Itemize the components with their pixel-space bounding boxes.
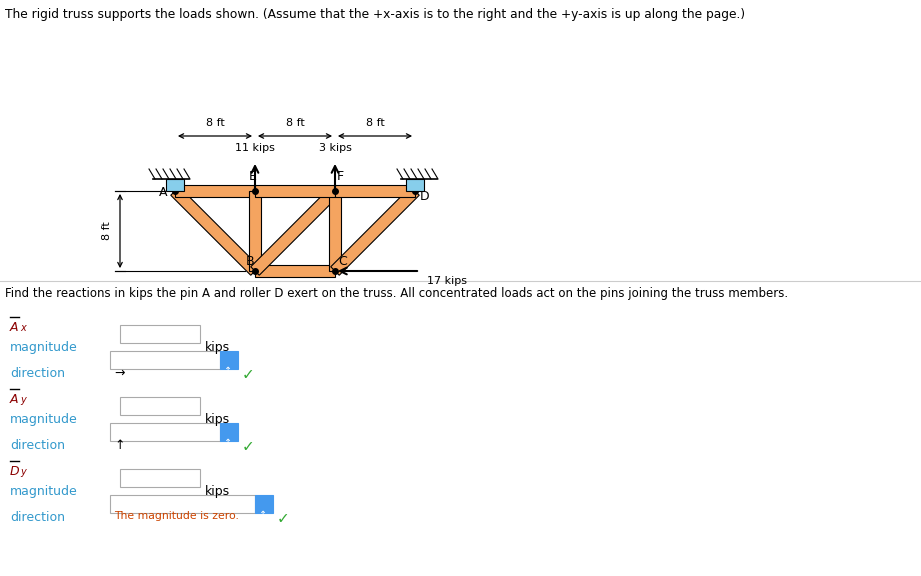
Text: F: F xyxy=(337,170,344,183)
Polygon shape xyxy=(249,191,261,271)
Text: magnitude: magnitude xyxy=(10,413,77,426)
Bar xyxy=(406,179,424,191)
Text: direction: direction xyxy=(10,511,65,524)
Text: The magnitude is zero.: The magnitude is zero. xyxy=(114,511,239,521)
Bar xyxy=(120,469,200,487)
Text: D: D xyxy=(420,190,429,203)
Polygon shape xyxy=(175,185,255,197)
Bar xyxy=(255,495,273,513)
Text: →: → xyxy=(114,367,124,380)
Polygon shape xyxy=(329,191,341,271)
Polygon shape xyxy=(251,187,339,275)
Text: x: x xyxy=(20,323,26,333)
Text: 8 ft: 8 ft xyxy=(366,118,384,128)
Text: ↑: ↑ xyxy=(114,439,124,452)
Text: A: A xyxy=(158,186,167,199)
Text: 17 kips: 17 kips xyxy=(427,276,467,286)
Text: 8 ft: 8 ft xyxy=(102,222,112,240)
Text: 8 ft: 8 ft xyxy=(286,118,304,128)
Text: C: C xyxy=(338,255,346,268)
Text: A: A xyxy=(10,321,18,334)
Text: direction: direction xyxy=(10,439,65,452)
Text: Find the reactions in kips the pin A and roller D exert on the truss. All concen: Find the reactions in kips the pin A and… xyxy=(5,287,788,300)
Text: E: E xyxy=(249,170,257,183)
Text: 3 kips: 3 kips xyxy=(319,143,352,153)
Text: kips: kips xyxy=(205,485,230,498)
Polygon shape xyxy=(255,185,335,197)
Text: kips: kips xyxy=(205,413,230,426)
Text: direction: direction xyxy=(10,367,65,380)
Bar xyxy=(110,351,220,369)
Text: ✓: ✓ xyxy=(242,439,255,454)
Text: 11 kips: 11 kips xyxy=(235,143,275,153)
Bar xyxy=(110,423,220,441)
Text: kips: kips xyxy=(205,341,230,354)
Bar xyxy=(166,179,184,191)
Text: y: y xyxy=(20,395,26,405)
Bar xyxy=(120,397,200,415)
Polygon shape xyxy=(331,187,419,275)
Text: The rigid truss supports the loads shown. (Assume that the +x-axis is to the rig: The rigid truss supports the loads shown… xyxy=(5,8,745,21)
Text: B: B xyxy=(246,255,254,268)
Text: magnitude: magnitude xyxy=(10,485,77,498)
Text: magnitude: magnitude xyxy=(10,341,77,354)
Bar xyxy=(220,351,238,369)
Text: ↕: ↕ xyxy=(224,438,232,448)
Text: y: y xyxy=(20,467,26,477)
Text: ✓: ✓ xyxy=(277,511,290,526)
Text: ↕: ↕ xyxy=(224,366,232,376)
Text: A: A xyxy=(10,393,18,406)
Polygon shape xyxy=(170,187,259,275)
Text: D: D xyxy=(10,465,19,478)
Bar xyxy=(110,495,255,513)
Polygon shape xyxy=(255,265,335,277)
Bar xyxy=(120,325,200,343)
Text: ↕: ↕ xyxy=(259,510,267,520)
Polygon shape xyxy=(335,185,415,197)
Text: 8 ft: 8 ft xyxy=(205,118,225,128)
Text: ✓: ✓ xyxy=(242,367,255,382)
Bar xyxy=(220,423,238,441)
